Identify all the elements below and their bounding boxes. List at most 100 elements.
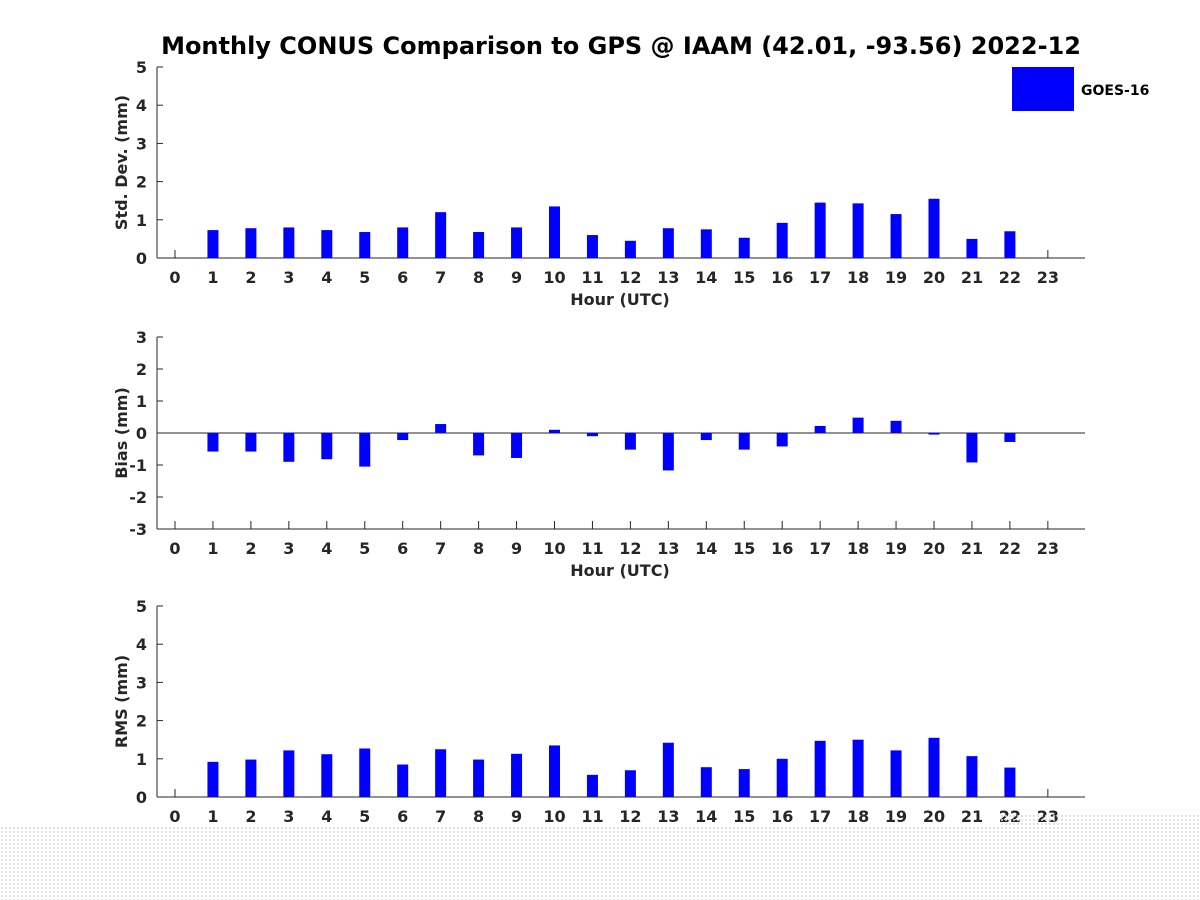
bar-hour-10: [549, 429, 560, 433]
x-tick-label: 3: [283, 539, 294, 558]
y-axis-label: RMS (mm): [112, 655, 131, 748]
x-tick-label: 21: [961, 807, 983, 826]
x-tick-label: 1: [207, 268, 218, 287]
bar-hour-2: [245, 433, 257, 452]
x-tick-label: 17: [809, 268, 831, 287]
bar-hour-1: [207, 230, 219, 258]
y-axis-label: Std. Dev. (mm): [112, 95, 131, 230]
x-tick-label: 13: [657, 268, 679, 287]
bar-hour-17: [814, 740, 826, 797]
x-tick-label: 2: [245, 268, 256, 287]
bar-hour-2: [245, 759, 257, 797]
x-tick-label: 10: [543, 268, 565, 287]
y-tick-label: -1: [129, 456, 147, 475]
x-tick-label: 16: [771, 807, 793, 826]
y-tick-label: 0: [136, 249, 147, 268]
x-tick-label: 17: [809, 539, 831, 558]
bar-hour-13: [662, 228, 674, 258]
bar-hour-7: [435, 749, 447, 797]
y-tick-label: 1: [136, 211, 147, 230]
bar-hour-20: [928, 198, 940, 258]
x-tick-label: 9: [511, 539, 522, 558]
y-tick-label: 1: [136, 750, 147, 769]
x-tick-label: 5: [359, 539, 370, 558]
bar-hour-19: [890, 420, 902, 433]
x-tick-label: 22: [999, 539, 1021, 558]
bar-hour-8: [473, 433, 485, 456]
x-tick-label: 6: [397, 807, 408, 826]
x-tick-label: 8: [473, 807, 484, 826]
legend-swatch: [1012, 67, 1074, 111]
bar-hour-5: [359, 748, 371, 797]
bar-hour-12: [624, 770, 636, 797]
y-tick-label: 4: [136, 635, 147, 654]
bar-hour-14: [700, 229, 712, 258]
x-tick-label: 9: [511, 268, 522, 287]
bar-hour-11: [586, 433, 598, 437]
x-tick-label: 15: [733, 539, 755, 558]
x-tick-label: 0: [169, 268, 180, 287]
y-tick-label: 2: [136, 712, 147, 731]
bar-hour-14: [700, 767, 712, 797]
bar-hour-22: [1004, 767, 1016, 797]
bar-hour-10: [549, 745, 560, 797]
y-tick-label: 5: [136, 597, 147, 616]
x-tick-label: 20: [923, 539, 945, 558]
y-tick-label: 2: [136, 173, 147, 192]
bar-hour-7: [435, 424, 447, 433]
x-axis-label: Hour (UTC): [570, 561, 670, 580]
bar-hour-1: [207, 433, 219, 452]
bar-hour-20: [928, 433, 940, 435]
y-tick-label: 0: [136, 788, 147, 807]
y-tick-label: -2: [129, 488, 147, 507]
bar-hour-16: [776, 433, 788, 447]
x-tick-label: 10: [543, 807, 565, 826]
x-tick-label: 8: [473, 268, 484, 287]
dotted-overlay-edge: [1000, 814, 1200, 828]
bar-hour-4: [321, 754, 333, 797]
x-tick-label: 1: [207, 539, 218, 558]
bar-hour-8: [473, 232, 485, 258]
x-tick-label: 4: [321, 807, 332, 826]
x-tick-label: 5: [359, 807, 370, 826]
bar-hour-10: [549, 206, 560, 258]
bar-hour-18: [852, 203, 864, 258]
x-tick-label: 19: [885, 539, 907, 558]
x-tick-label: 0: [169, 807, 180, 826]
bar-hour-1: [207, 761, 219, 797]
bar-hour-21: [966, 238, 978, 258]
x-tick-label: 11: [581, 268, 603, 287]
x-tick-label: 3: [283, 268, 294, 287]
x-tick-label: 15: [733, 807, 755, 826]
chart-title: Monthly CONUS Comparison to GPS @ IAAM (…: [161, 32, 1081, 60]
x-tick-label: 7: [435, 807, 446, 826]
bar-hour-15: [738, 769, 750, 797]
x-tick-label: 20: [923, 807, 945, 826]
bar-hour-4: [321, 433, 333, 460]
bar-hour-11: [586, 774, 598, 797]
bar-hour-19: [890, 750, 902, 797]
bar-hour-3: [283, 750, 295, 797]
x-tick-label: 12: [619, 539, 641, 558]
x-tick-label: 17: [809, 807, 831, 826]
x-tick-label: 2: [245, 807, 256, 826]
bar-hour-13: [662, 742, 674, 797]
bar-hour-15: [738, 433, 750, 450]
x-tick-label: 11: [581, 807, 603, 826]
y-tick-label: 5: [136, 58, 147, 77]
x-tick-label: 11: [581, 539, 603, 558]
bar-hour-2: [245, 228, 257, 258]
x-axis-label: Hour (UTC): [570, 290, 670, 309]
x-tick-label: 3: [283, 807, 294, 826]
y-tick-label: 4: [136, 96, 147, 115]
bar-hour-5: [359, 232, 371, 258]
x-tick-label: 19: [885, 807, 907, 826]
bar-hour-12: [624, 433, 636, 450]
x-tick-label: 22: [999, 268, 1021, 287]
bar-hour-17: [814, 425, 826, 433]
x-tick-label: 0: [169, 539, 180, 558]
